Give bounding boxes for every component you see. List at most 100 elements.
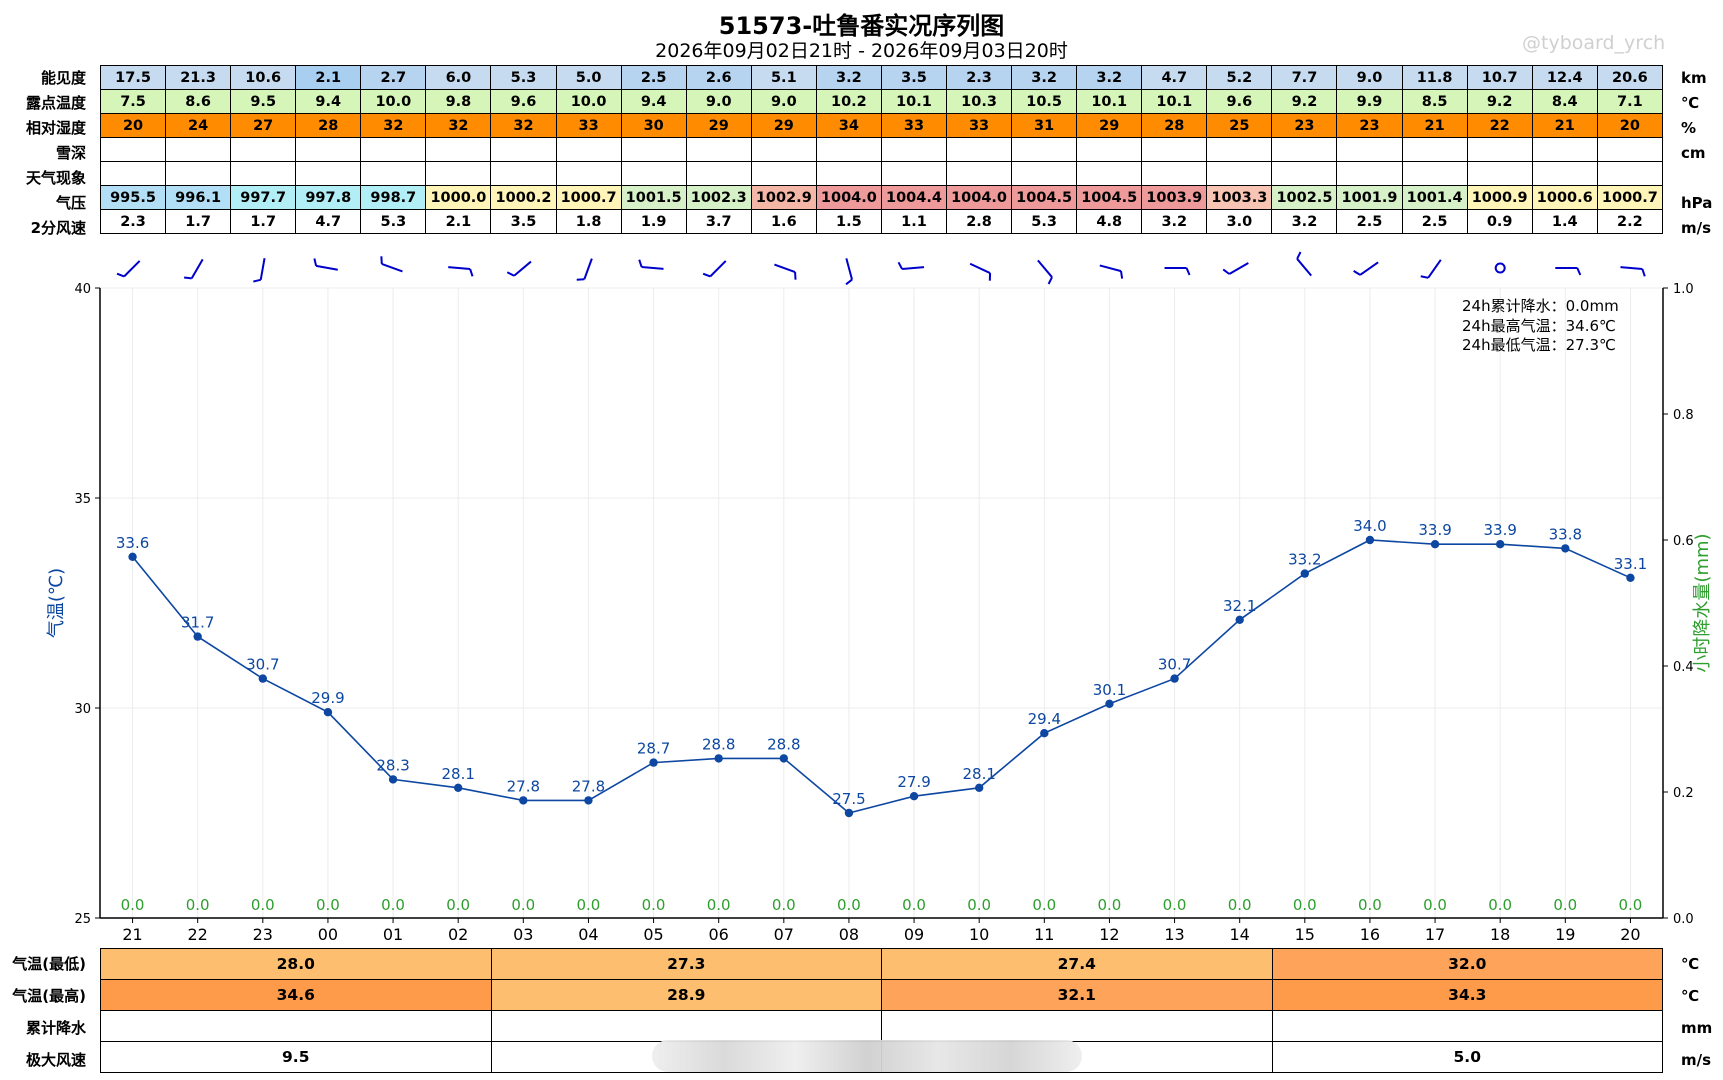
precip-label: 0.0	[1619, 896, 1643, 914]
temperature-label: 30.7	[1158, 656, 1191, 674]
observation-cell: 1000.7	[555, 185, 622, 210]
summary-table: 28.0 27.3 27.4 32.0 34.6 28.9 32.1 34.3 9.5 5.0	[100, 948, 1663, 1073]
observation-row: 7.5 8.6 9.5 9.4 10.0 9.8 9.6 10.0 9.4 9.0 9.0 10.2 1…	[99, 89, 1664, 114]
precip-label: 0.0	[1098, 896, 1122, 914]
observation-cell: 20	[99, 113, 167, 138]
x-tick-label: 12	[1099, 925, 1119, 944]
observation-cell: 1004.0	[815, 185, 882, 210]
precip-label: 0.0	[1032, 896, 1056, 914]
observation-cell: 22	[1466, 113, 1533, 138]
temperature-point	[453, 783, 463, 792]
temperature-label: 28.8	[767, 735, 800, 753]
observation-cell: 1002.9	[750, 185, 817, 210]
y-tick-label: 25	[74, 912, 91, 927]
observation-cell: 2.8	[946, 209, 1013, 234]
summary-row-label: 气温(最低)	[12, 955, 86, 973]
temperature-label: 27.5	[832, 790, 865, 808]
summary-cell: 28.9	[490, 979, 882, 1011]
y2-tick-label: 1.0	[1673, 282, 1694, 297]
temperature-point	[974, 783, 984, 792]
temperature-label: 28.7	[637, 740, 670, 758]
temperature-point	[519, 796, 528, 805]
observation-cell	[685, 161, 752, 186]
row-unit: km	[1681, 69, 1707, 87]
temperature-label: 34.0	[1353, 517, 1386, 535]
temperature-label: 29.4	[1028, 710, 1061, 728]
precip-label: 0.0	[577, 896, 601, 914]
observation-cell: 9.4	[295, 89, 362, 114]
x-tick-label: 22	[188, 925, 208, 944]
temperature-label: 27.9	[897, 773, 930, 791]
observation-cell: 8.6	[165, 89, 232, 114]
observation-cell: 1004.4	[880, 185, 948, 210]
observation-cell: 1.7	[230, 209, 297, 234]
observation-cell	[1076, 137, 1143, 162]
observation-cell: 33	[555, 113, 622, 138]
observation-cell	[1206, 137, 1273, 162]
observation-cell: 21	[1531, 113, 1598, 138]
observation-cell	[490, 161, 557, 186]
observation-cell	[880, 137, 948, 162]
observation-cell	[425, 161, 492, 186]
summary-row: 34.6 28.9 32.1 34.3	[100, 979, 1663, 1011]
x-tick-label: 05	[643, 925, 663, 944]
precip-label: 0.0	[1423, 896, 1447, 914]
precip-label: 0.0	[772, 896, 796, 914]
observation-cell	[1011, 161, 1078, 186]
row-unit: m/s	[1681, 219, 1712, 237]
temperature-point	[779, 754, 789, 763]
x-tick-label: 13	[1164, 925, 1184, 944]
x-tick-label: 17	[1425, 925, 1445, 944]
row-label: 雪深	[55, 144, 86, 162]
observation-cell: 997.7	[230, 185, 297, 210]
observation-cell: 33	[946, 113, 1013, 138]
summary-row	[100, 1010, 1663, 1042]
observation-cell: 12.4	[1531, 65, 1598, 90]
stat-precip: 24h累计降水：0.0mm	[1462, 297, 1619, 315]
observation-cell: 29	[750, 113, 817, 138]
precip-label: 0.0	[902, 896, 926, 914]
observation-cell: 9.0	[1336, 65, 1403, 90]
observation-cell: 1002.5	[1271, 185, 1338, 210]
observation-cell: 2.2	[1596, 209, 1664, 234]
summary-row-unit: ℃	[1681, 987, 1700, 1005]
summary-cell	[490, 1010, 882, 1042]
summary-row-unit: ℃	[1681, 955, 1700, 973]
observation-cell: 2.6	[685, 65, 752, 90]
observation-cell	[295, 137, 362, 162]
observation-cell: 9.5	[230, 89, 297, 114]
temperature-point	[388, 775, 398, 784]
y2-tick-label: 0.0	[1673, 912, 1694, 927]
x-tick-label: 04	[578, 925, 598, 944]
observation-cell: 1.8	[555, 209, 622, 234]
observation-cell: 9.6	[1206, 89, 1273, 114]
observation-cell	[425, 137, 492, 162]
x-tick-label: 18	[1490, 925, 1510, 944]
observation-cell	[99, 161, 167, 186]
temperature-point	[1430, 540, 1440, 549]
observation-cell	[490, 137, 557, 162]
summary-cell: 9.5	[100, 1041, 492, 1073]
summary-cell	[1271, 1010, 1663, 1042]
observation-cell	[1141, 161, 1208, 186]
observation-cell: 3.7	[685, 209, 752, 234]
temperature-label: 28.1	[962, 765, 995, 783]
x-tick-label: 19	[1555, 925, 1575, 944]
precip-label: 0.0	[642, 896, 666, 914]
x-tick-label: 03	[513, 925, 533, 944]
temperature-point	[649, 758, 658, 767]
precip-label: 0.0	[186, 896, 210, 914]
precip-label: 0.0	[967, 896, 991, 914]
observation-cell: 33	[880, 113, 948, 138]
observation-cell: 3.0	[1206, 209, 1273, 234]
x-tick-label: 11	[1034, 925, 1054, 944]
summary-row-unit: m/s	[1681, 1051, 1712, 1069]
summary-cell	[100, 1010, 492, 1042]
summary-row-label: 累计降水	[25, 1019, 86, 1037]
observation-cell: 29	[685, 113, 752, 138]
observation-cell	[880, 161, 948, 186]
y2-tick-label: 0.2	[1673, 786, 1694, 801]
temperature-label: 28.8	[702, 735, 735, 753]
precip-label: 0.0	[837, 896, 861, 914]
